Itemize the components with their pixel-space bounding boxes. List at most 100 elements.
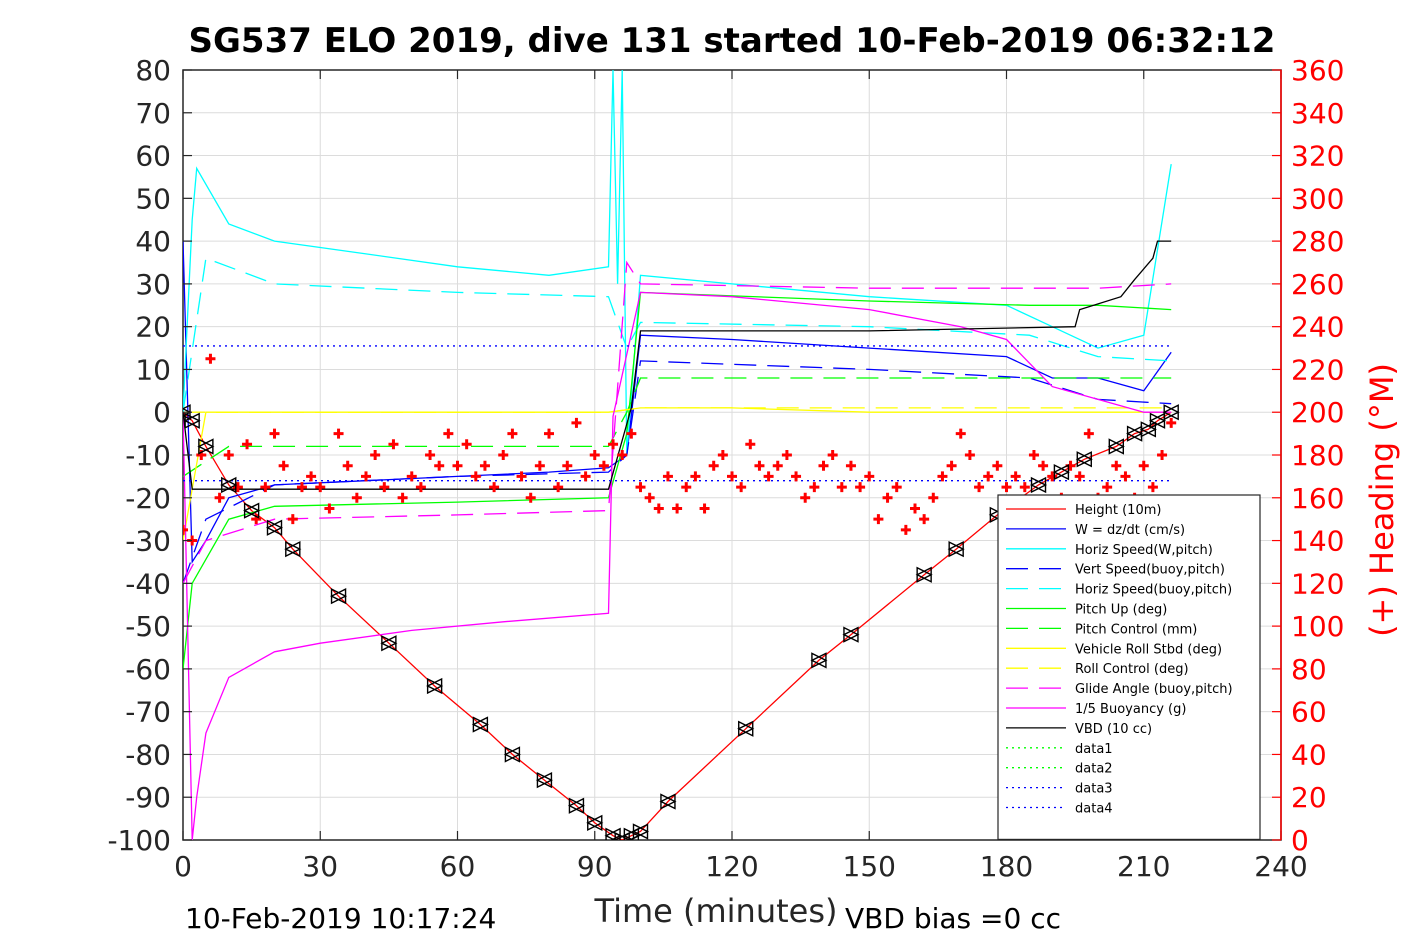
y-tick-label: -30: [125, 525, 171, 558]
heading-point: [434, 460, 445, 471]
heading-point: [534, 460, 545, 471]
x-tick-label: 60: [440, 850, 476, 883]
y-tick-label: 40: [135, 225, 171, 258]
heading-point: [781, 450, 792, 460]
height-point: [613, 831, 631, 840]
y2-tick-label: 260: [1291, 268, 1344, 301]
heading-point: [571, 417, 582, 428]
heading-point: [1028, 450, 1039, 460]
heading-point: [937, 471, 948, 482]
y-tick-label: -90: [125, 781, 171, 814]
y-tick-label: -20: [125, 482, 171, 515]
height-point: [220, 476, 238, 494]
heading-point: [763, 471, 774, 482]
heading-point: [214, 492, 225, 503]
heading-point: [1157, 450, 1168, 460]
y2-tick-label: 360: [1291, 54, 1344, 87]
heading-point: [562, 460, 573, 471]
heading-point: [1138, 460, 1149, 471]
heading-point: [983, 471, 994, 482]
legend-label: Vehicle Roll Stbd (deg): [1075, 642, 1222, 657]
height-point: [1075, 451, 1093, 468]
heading-point: [1047, 471, 1058, 482]
height-point: [243, 502, 261, 519]
heading-point: [946, 460, 957, 471]
y-tick-label: 30: [135, 268, 171, 301]
heading-point: [955, 428, 966, 439]
series-line-4: [183, 257, 1172, 413]
height-point: [1162, 404, 1180, 421]
height-point: [915, 566, 933, 583]
y2-tick-label: 120: [1291, 567, 1344, 600]
height-point: [810, 652, 828, 669]
heading-point: [1166, 417, 1177, 428]
legend-label: data2: [1075, 762, 1113, 777]
y-tick-label: 70: [135, 97, 171, 130]
heading-point: [598, 460, 609, 471]
series-line-11: [183, 240, 1172, 490]
legend-label: VBD (10 cc): [1075, 722, 1152, 737]
y-tick-label: 20: [135, 311, 171, 344]
height-point: [197, 438, 215, 455]
y2-tick-label: 100: [1291, 610, 1344, 643]
heading-point: [882, 492, 893, 503]
heading-point: [745, 439, 756, 450]
height-point: [329, 588, 348, 605]
series-line-8: [183, 407, 1172, 413]
heading-point: [617, 450, 628, 460]
heading-point: [855, 482, 866, 493]
heading-point: [1038, 460, 1049, 471]
heading-point: [507, 428, 518, 439]
heading-point: [818, 460, 829, 471]
heading-point: [296, 482, 307, 493]
y2-axis-label: (+) Heading (°M): [1363, 363, 1401, 637]
height-point: [503, 746, 521, 763]
heading-point: [342, 460, 353, 471]
x-tick-label: 120: [705, 850, 758, 883]
heading-point: [672, 503, 683, 514]
heading-point: [964, 450, 975, 460]
heading-point: [791, 471, 802, 482]
y-tick-label: 10: [135, 353, 171, 386]
heading-point: [736, 482, 747, 493]
legend-label: Horiz Speed(W,pitch): [1075, 543, 1213, 558]
heading-point: [580, 471, 591, 482]
y-tick-label: -50: [125, 610, 171, 643]
y-tick-label: -10: [125, 439, 171, 472]
height-point: [586, 814, 604, 832]
heading-point: [516, 471, 527, 482]
heading-point: [717, 450, 728, 460]
x-tick-label: 180: [980, 850, 1033, 883]
heading-point: [727, 471, 737, 482]
heading-point: [708, 460, 719, 471]
series-line-9: [183, 260, 1172, 584]
heading-point: [306, 471, 317, 482]
legend-label: Horiz Speed(buoy,pitch): [1075, 583, 1232, 598]
height-point: [535, 771, 553, 789]
height-point: [1029, 476, 1048, 494]
x-tick-label: 240: [1254, 850, 1307, 883]
heading-point: [928, 492, 939, 503]
heading-point: [397, 492, 408, 503]
heading-point: [891, 482, 902, 493]
y2-tick-label: 0: [1291, 824, 1309, 857]
heading-point: [919, 514, 930, 525]
heading-point: [974, 482, 985, 493]
heading-point: [681, 482, 692, 493]
y-tick-label: 80: [135, 54, 171, 87]
y-tick-label: -80: [125, 738, 171, 771]
series-line-6: [183, 377, 1172, 477]
legend-box: [997, 494, 1261, 840]
height-point: [1148, 412, 1167, 429]
height-point: [737, 720, 755, 737]
heading-point: [379, 482, 390, 493]
heading-point: [269, 428, 280, 439]
y-tick-label: 0: [153, 396, 171, 429]
y-tick-label: -40: [125, 567, 171, 600]
footer-vbd-bias: VBD bias =0 cc: [845, 902, 1061, 935]
heading-point: [544, 428, 554, 439]
heading-point: [1120, 471, 1131, 482]
height-point: [1139, 421, 1157, 438]
series-line-5: [183, 291, 1172, 669]
legend-label: Glide Angle (buoy,pitch): [1075, 682, 1233, 697]
